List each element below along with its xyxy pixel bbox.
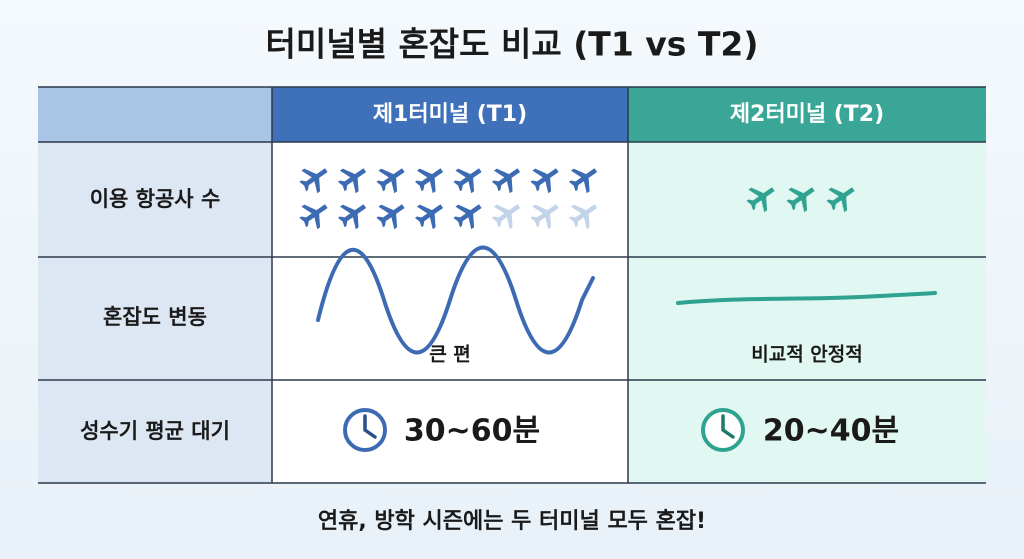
header-corner xyxy=(38,87,272,142)
plane-icon xyxy=(746,187,775,213)
plane-icon xyxy=(376,204,405,230)
table-lines xyxy=(38,86,986,484)
row-label: 혼잡도 변동 xyxy=(103,305,207,329)
header-t1-label: 제1터미널 (T1) xyxy=(373,102,527,127)
plane-icon xyxy=(453,204,482,230)
plane-icon xyxy=(568,168,598,194)
header-t2-label: 제2터미널 (T2) xyxy=(730,102,884,127)
t2-column xyxy=(628,142,986,483)
plane-icon xyxy=(786,187,815,213)
plane-icon xyxy=(376,168,405,194)
t1-variation: 큰 편 xyxy=(429,344,471,366)
plane-icon xyxy=(337,204,367,230)
title: 터미널별 혼잡도 비교 (T1 vs T2) xyxy=(266,25,759,64)
t1-column xyxy=(272,142,628,483)
header-t2 xyxy=(628,87,986,142)
plane-icon xyxy=(337,168,367,194)
t1-wave xyxy=(316,245,595,355)
plane-icon xyxy=(491,204,521,230)
plane-icon xyxy=(453,168,482,194)
plane-icon xyxy=(826,187,855,213)
header-t1 xyxy=(272,87,628,142)
t2-line xyxy=(676,291,937,305)
plane-icon xyxy=(491,168,521,194)
footer-note: 연휴, 방학 시즌에는 두 터미널 모두 혼잡! xyxy=(318,509,706,534)
label-column xyxy=(38,142,272,483)
row-label: 이용 항공사 수 xyxy=(90,187,221,211)
t1-wait: 30~60분 xyxy=(404,414,540,449)
t2-wait: 20~40분 xyxy=(763,414,899,449)
plane-icon xyxy=(414,204,444,230)
plane-icon xyxy=(530,168,559,194)
plane-icon xyxy=(299,204,328,230)
t2-variation: 비교적 안정적 xyxy=(751,344,863,366)
plane-icon xyxy=(530,204,559,230)
plane-icon xyxy=(299,168,328,194)
row-label: 성수기 평균 대기 xyxy=(80,419,230,443)
clock-icon xyxy=(701,408,745,452)
clock-icon xyxy=(343,408,387,452)
plane-icon xyxy=(568,204,598,230)
plane-icon xyxy=(414,168,444,194)
